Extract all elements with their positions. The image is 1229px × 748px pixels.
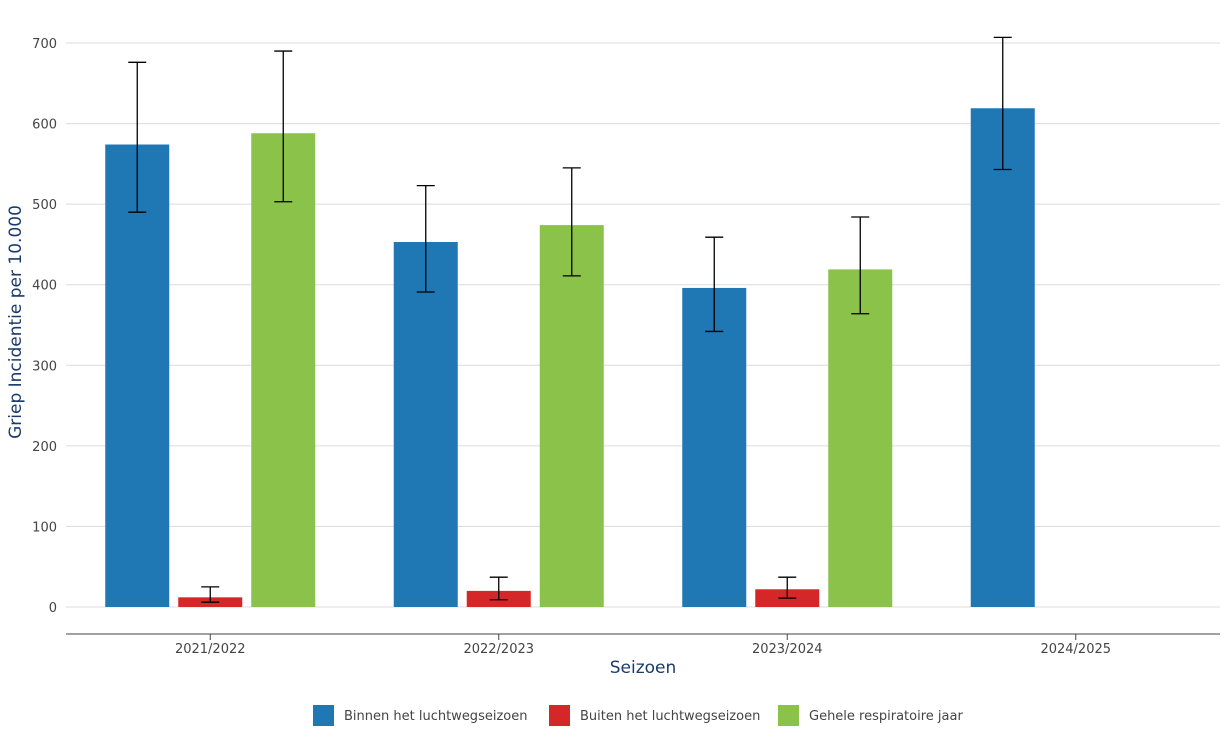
legend: Binnen het luchtwegseizoen Buiten het luc… xyxy=(313,705,963,726)
y-tick-label: 200 xyxy=(32,440,57,455)
x-tick-label: 2023/2024 xyxy=(752,642,823,657)
y-tick-label: 500 xyxy=(32,198,57,213)
bar xyxy=(105,144,170,607)
gridlines xyxy=(66,42,1220,608)
bar xyxy=(828,269,893,607)
y-tick-labels: 0 100 200 300 400 500 600 700 xyxy=(32,37,57,616)
bar xyxy=(682,287,747,607)
bar xyxy=(539,225,604,607)
bar xyxy=(970,108,1035,608)
legend-swatch xyxy=(549,705,570,726)
x-tick-label: 2024/2025 xyxy=(1040,642,1111,657)
x-tick-labels: 2021/2022 2022/2023 2023/2024 2024/2025 xyxy=(175,634,1111,657)
x-tick-label: 2021/2022 xyxy=(175,642,246,657)
legend-label: Gehele respiratoire jaar xyxy=(809,709,963,724)
legend-label: Buiten het luchtwegseizoen xyxy=(580,709,760,724)
bars xyxy=(105,108,1035,608)
x-axis-label: Seizoen xyxy=(610,658,677,678)
y-tick-label: 600 xyxy=(32,118,57,133)
legend-swatch xyxy=(313,705,334,726)
legend-label: Binnen het luchtwegseizoen xyxy=(344,709,527,724)
y-tick-label: 100 xyxy=(32,520,57,535)
bar xyxy=(251,133,316,608)
y-tick-label: 0 xyxy=(49,601,57,616)
y-axis-label: Griep Incidentie per 10.000 xyxy=(6,205,26,439)
y-tick-label: 400 xyxy=(32,279,57,294)
y-tick-label: 700 xyxy=(32,37,57,52)
bar xyxy=(393,242,458,608)
legend-swatch xyxy=(778,705,799,726)
y-tick-label: 300 xyxy=(32,359,57,374)
x-tick-label: 2022/2023 xyxy=(463,642,534,657)
error-bars xyxy=(128,36,1012,603)
